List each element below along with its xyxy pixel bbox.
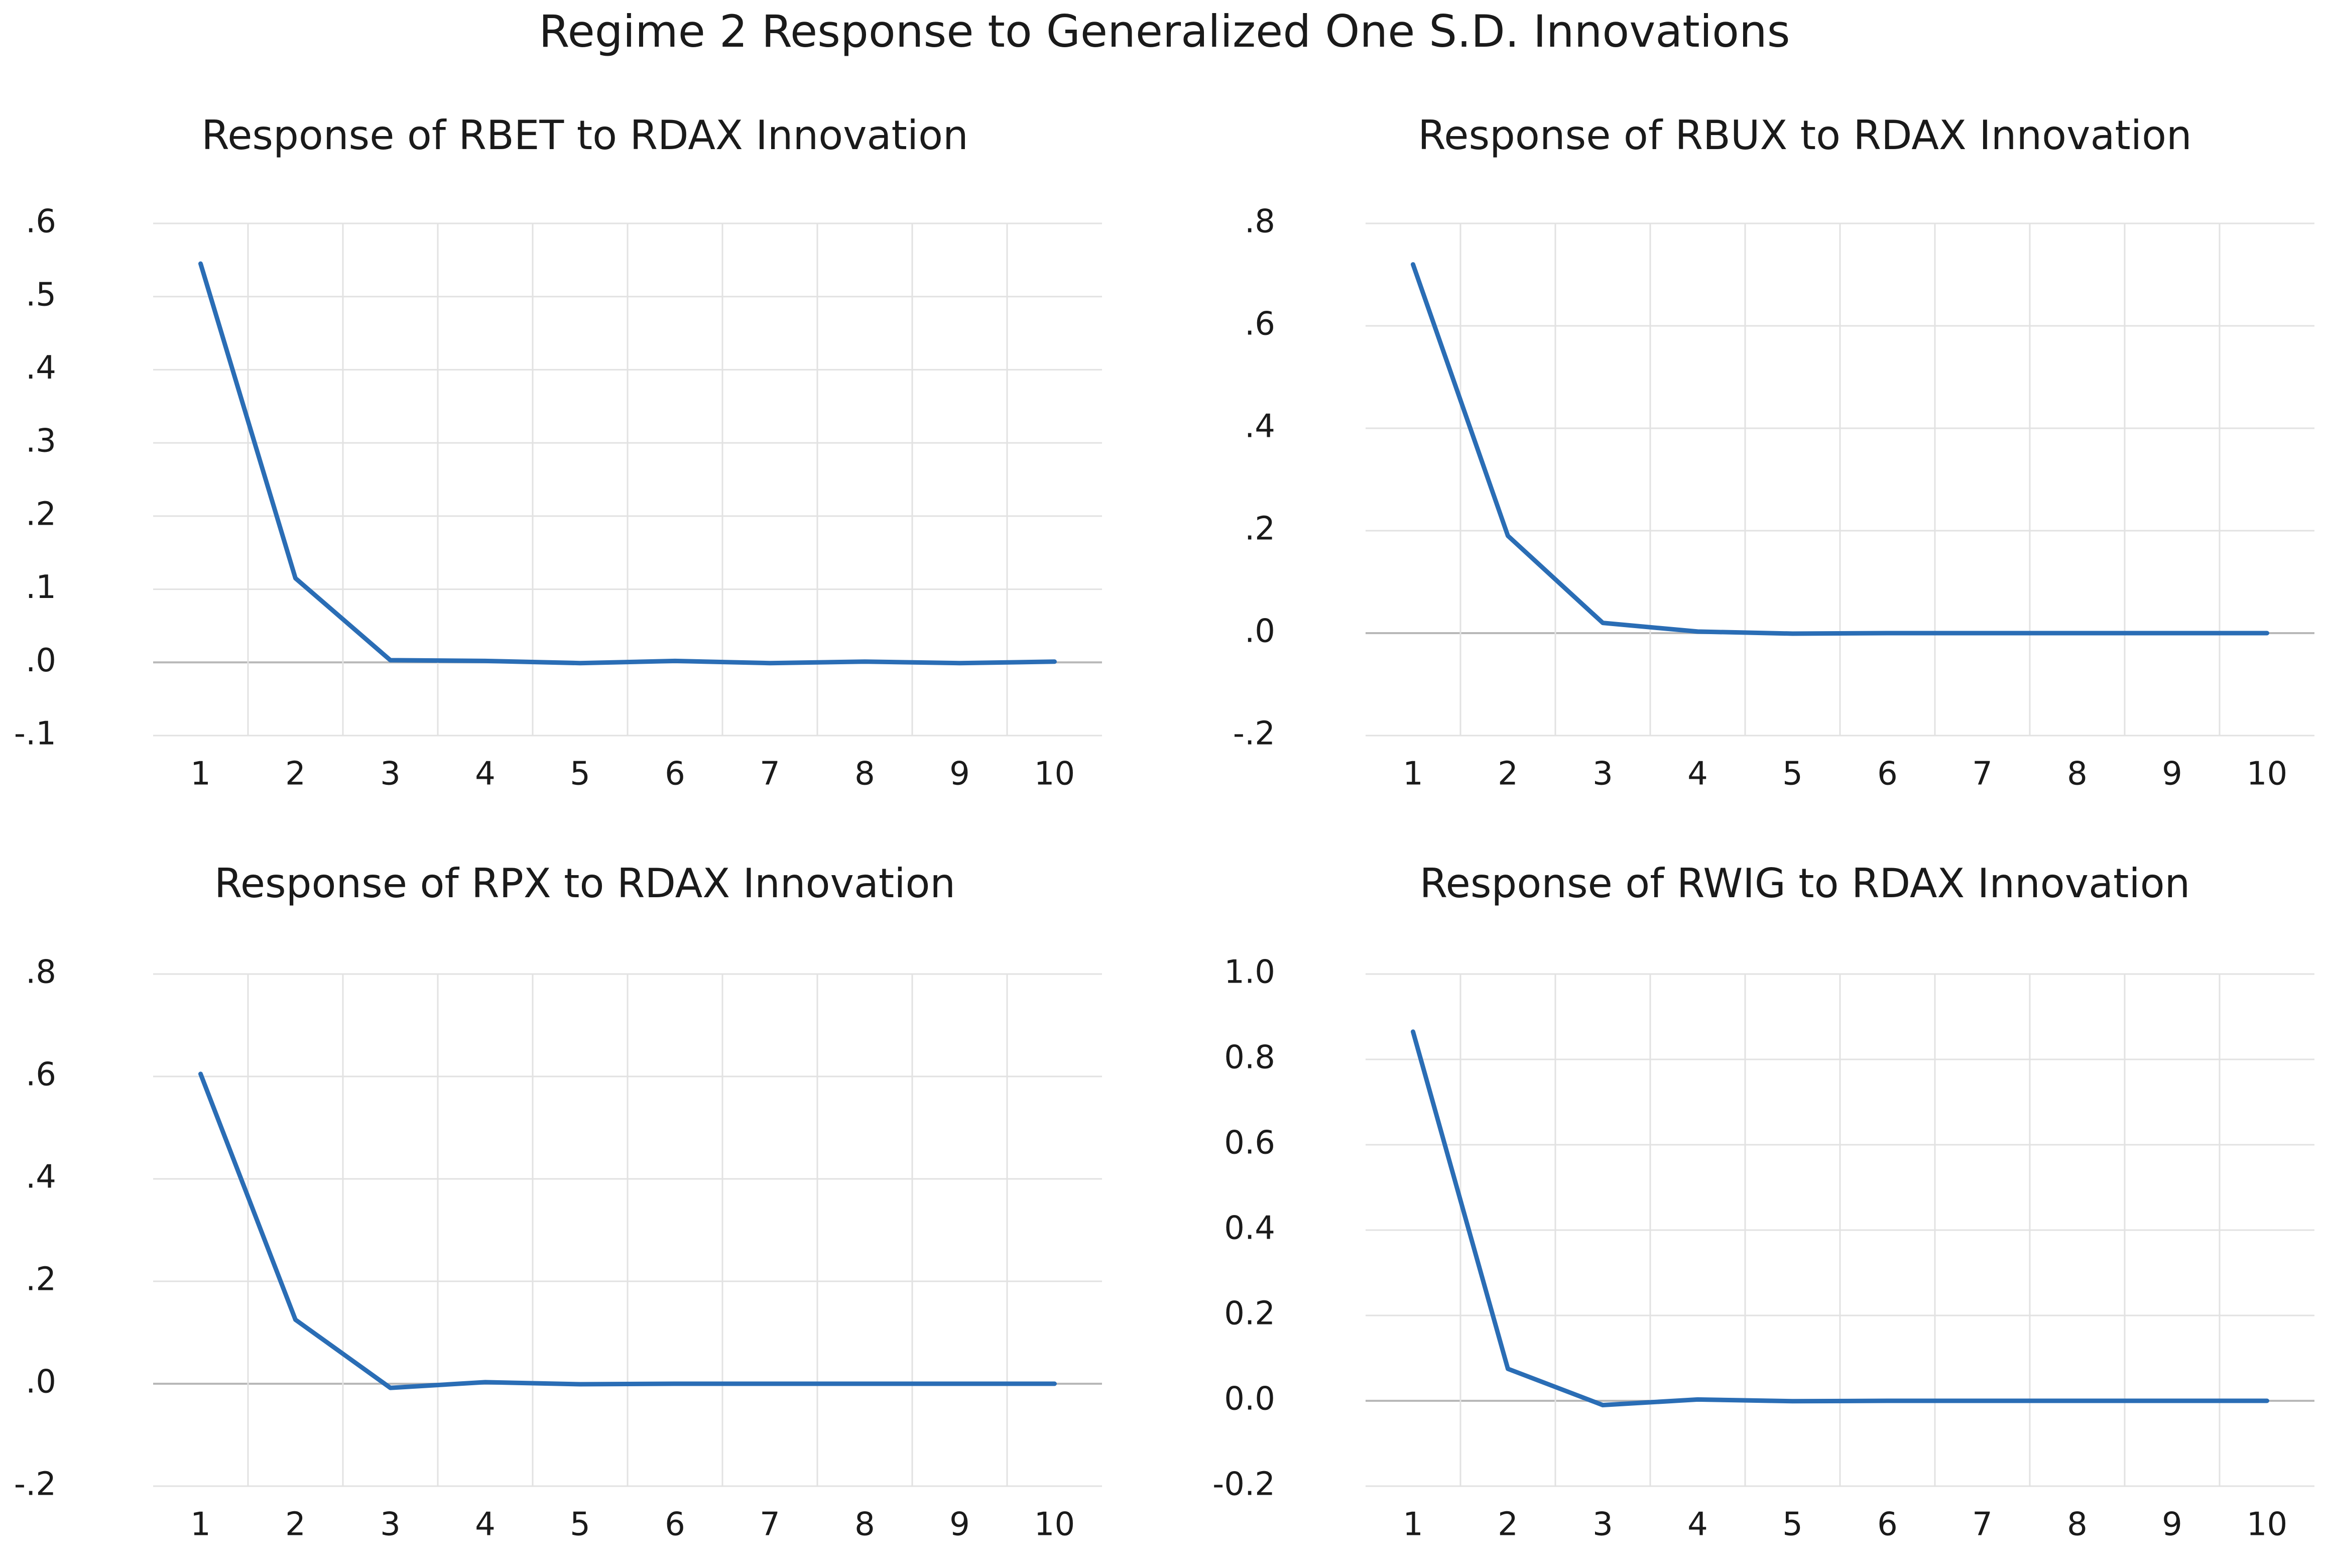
x-tick-label: 7: [760, 756, 780, 793]
x-tick-label: 10: [1034, 1506, 1075, 1543]
x-tick-label: 2: [285, 1506, 306, 1543]
x-tick-label: 8: [854, 1506, 875, 1543]
y-tick-label: .6: [1245, 306, 1275, 343]
y-tick-label: -0.2: [1212, 1466, 1275, 1503]
x-tick-label: 6: [1877, 756, 1898, 793]
x-tick-label: 8: [2067, 756, 2088, 793]
y-tick-label: .0: [26, 642, 56, 679]
x-tick-label: 5: [570, 1506, 590, 1543]
x-tick-label: 2: [1498, 1506, 1518, 1543]
x-tick-label: 3: [380, 1506, 401, 1543]
y-tick-label: .8: [26, 954, 56, 991]
y-tick-label: 0.8: [1224, 1039, 1275, 1076]
series-line: [198, 261, 1057, 666]
y-tick-label: .2: [26, 496, 56, 533]
y-tick-label: 0.6: [1224, 1125, 1275, 1162]
figure-title: Regime 2 Response to Generalized One S.D…: [539, 6, 1790, 57]
y-tick-label: .8: [1245, 203, 1275, 240]
x-tick-label: 5: [1782, 756, 1803, 793]
y-tick-label: 1.0: [1224, 954, 1275, 991]
x-tick-label: 3: [1592, 756, 1613, 793]
y-tick-label: -.2: [1233, 715, 1275, 753]
y-tick-label: .2: [26, 1261, 56, 1298]
x-tick-label: 3: [1592, 1506, 1613, 1543]
x-tick-label: 4: [475, 756, 496, 793]
x-tick-label: 7: [1972, 756, 1993, 793]
y-tick-label: -.2: [14, 1466, 56, 1503]
x-tick-label: 6: [665, 756, 685, 793]
x-tick-label: 4: [1687, 1506, 1708, 1543]
x-tick-label: 5: [570, 756, 590, 793]
y-tick-label: .0: [26, 1364, 56, 1401]
y-tick-label: .0: [1245, 613, 1275, 650]
x-tick-label: 10: [2247, 756, 2287, 793]
y-tick-label: 0.4: [1224, 1210, 1275, 1247]
x-tick-label: 2: [285, 756, 306, 793]
series-line: [198, 1071, 1057, 1390]
chart-3: Response of RPX to RDAX Innovation -.2 .0.…: [14, 860, 1102, 1543]
x-tick-label: 9: [949, 756, 970, 793]
chart-4: Response of RWIG to RDAX Innovation -0.2 0…: [1212, 860, 2314, 1543]
x-tick-label: 2: [1498, 756, 1518, 793]
x-tick-label: 7: [760, 1506, 780, 1543]
x-tick-label: 9: [2162, 756, 2182, 793]
y-tick-label: .4: [26, 349, 56, 387]
chart-title: Response of RBET to RDAX Innovation: [201, 112, 968, 159]
y-tick-label: -.1: [14, 715, 56, 753]
chart-2: Response of RBUX to RDAX Innovation -.2 .0…: [1233, 112, 2314, 793]
x-tick-label: 5: [1782, 1506, 1803, 1543]
x-tick-label: 6: [1877, 1506, 1898, 1543]
x-tick-label: 9: [949, 1506, 970, 1543]
y-tick-label: .3: [26, 423, 56, 460]
chart-title: Response of RWIG to RDAX Innovation: [1420, 860, 2190, 907]
y-tick-label: .6: [26, 203, 56, 240]
x-tick-label: 1: [190, 756, 211, 793]
series-line: [1411, 262, 2269, 636]
y-tick-label: 0.2: [1224, 1295, 1275, 1333]
x-tick-label: 8: [854, 756, 875, 793]
x-tick-label: 3: [380, 756, 401, 793]
x-tick-label: 8: [2067, 1506, 2088, 1543]
y-tick-label: .1: [26, 569, 56, 606]
series-line: [1411, 1029, 2269, 1407]
x-tick-label: 4: [1687, 756, 1708, 793]
y-tick-label: 0.0: [1224, 1381, 1275, 1418]
x-tick-label: 1: [190, 1506, 211, 1543]
y-tick-label: .4: [1245, 408, 1275, 445]
y-tick-label: .5: [26, 276, 56, 313]
y-tick-label: .6: [26, 1056, 56, 1094]
x-tick-label: 10: [1034, 756, 1075, 793]
x-tick-label: 1: [1403, 1506, 1423, 1543]
y-tick-label: .4: [26, 1159, 56, 1196]
x-tick-label: 1: [1403, 756, 1423, 793]
y-tick-label: .2: [1245, 511, 1275, 548]
chart-title: Response of RBUX to RDAX Innovation: [1418, 112, 2191, 159]
chart-title: Response of RPX to RDAX Innovation: [214, 860, 955, 907]
chart-1: Response of RBET to RDAX Innovation -.1 .0…: [14, 112, 1102, 793]
x-tick-label: 9: [2162, 1506, 2182, 1543]
x-tick-label: 4: [475, 1506, 496, 1543]
x-tick-label: 6: [665, 1506, 685, 1543]
x-tick-label: 7: [1972, 1506, 1993, 1543]
x-tick-label: 10: [2247, 1506, 2287, 1543]
